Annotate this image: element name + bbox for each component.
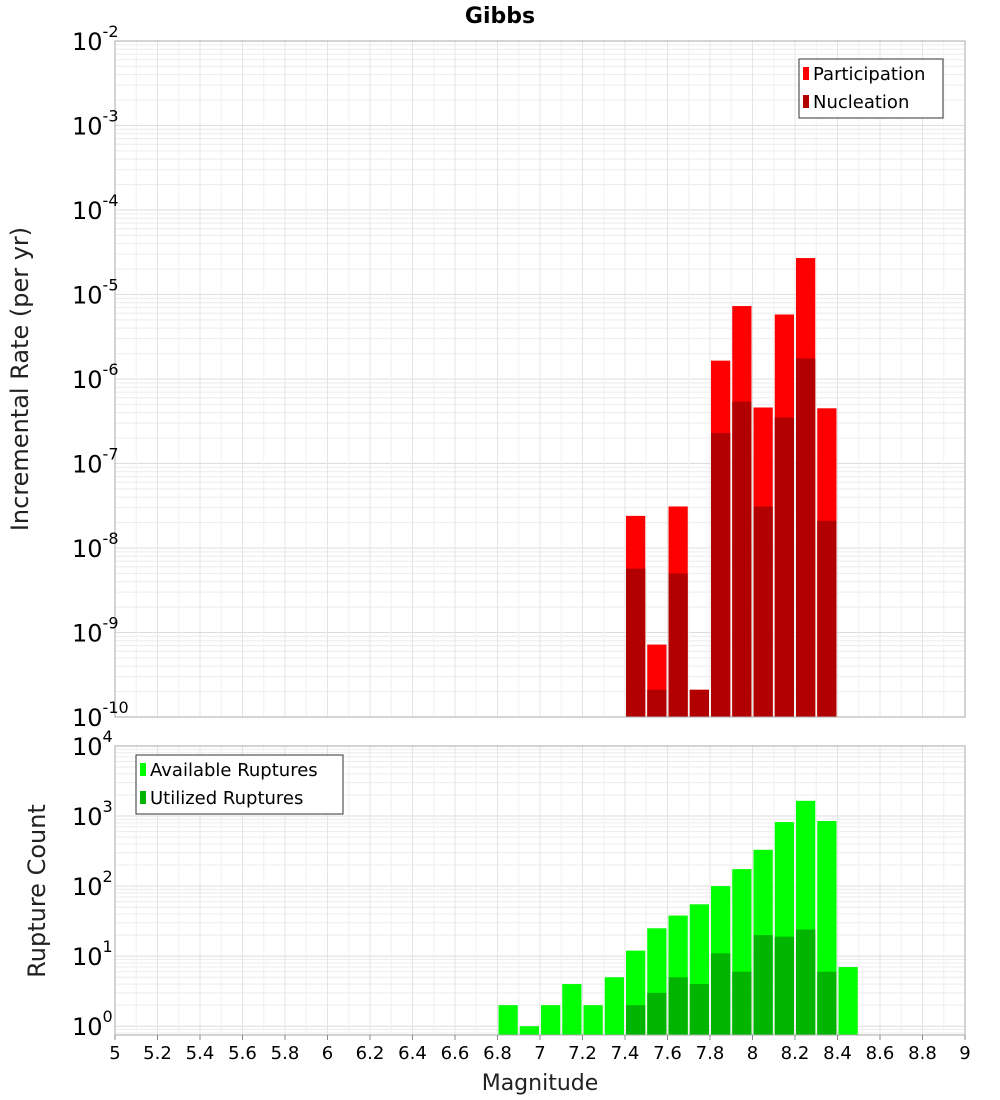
x-tick-label: 5.4 xyxy=(186,1043,215,1064)
x-tick-label: 6 xyxy=(322,1043,333,1064)
y-tick-label: 10-2 xyxy=(72,22,119,56)
bar-nucleation xyxy=(796,358,816,717)
top-y-ticks: 10-10 10-9 10-8 10-7 10-6 10-5 10-4 10-3 10-2 xyxy=(72,22,129,732)
y-tick-label: 10-9 xyxy=(72,614,119,648)
y-tick-label: 102 xyxy=(72,867,113,901)
x-tick-label: 5.8 xyxy=(271,1043,300,1064)
legend-label-participation: Participation xyxy=(813,64,925,85)
y-tick-label: 103 xyxy=(72,797,113,831)
bar-utilized-ruptures xyxy=(711,953,731,1035)
x-tick-label: 6.6 xyxy=(441,1043,470,1064)
bar-utilized-ruptures xyxy=(689,984,709,1035)
y-tick-label: 10-3 xyxy=(72,107,119,141)
x-tick-label: 8.8 xyxy=(908,1043,937,1064)
legend-swatch-available xyxy=(140,763,146,776)
x-tick-label: 6.4 xyxy=(398,1043,427,1064)
x-axis-label: Magnitude xyxy=(482,1071,599,1096)
bar-nucleation xyxy=(626,568,646,717)
bar-nucleation xyxy=(647,689,667,717)
bar-nucleation xyxy=(817,520,837,717)
y-tick-label: 10-7 xyxy=(72,445,119,479)
bar-nucleation xyxy=(732,401,752,717)
bar-nucleation xyxy=(753,506,773,717)
top-y-axis-label: Incremental Rate (per yr) xyxy=(6,227,34,531)
bar-utilized-ruptures xyxy=(753,935,773,1035)
bottom-legend: Available Ruptures Utilized Ruptures xyxy=(135,754,344,815)
y-tick-label: 10-10 xyxy=(72,698,129,732)
bar-utilized-ruptures xyxy=(732,971,752,1035)
y-tick-label: 104 xyxy=(72,727,113,761)
x-tick-label: 7.4 xyxy=(611,1043,640,1064)
bottom-y-axis-label: Rupture Count xyxy=(23,804,51,978)
bottom-chart-bars xyxy=(498,800,858,1035)
bar-nucleation xyxy=(774,417,794,717)
x-tick-label: 6.8 xyxy=(483,1043,512,1064)
x-tick-label: 7.8 xyxy=(696,1043,725,1064)
top-chart-bars xyxy=(626,258,837,717)
legend-swatch-nucleation xyxy=(803,95,809,108)
y-tick-label: 101 xyxy=(72,937,113,971)
x-tick-label: 8.2 xyxy=(781,1043,810,1064)
legend-swatch-utilized xyxy=(140,791,146,804)
x-tick-label: 9 xyxy=(959,1043,970,1064)
bar-nucleation xyxy=(668,573,688,717)
x-tick-label: 8 xyxy=(747,1043,758,1064)
bar-available-ruptures xyxy=(541,1005,561,1035)
bar-available-ruptures xyxy=(583,1005,603,1035)
bar-available-ruptures xyxy=(519,1026,539,1035)
y-tick-label: 10-4 xyxy=(72,191,119,225)
top-chart-grid xyxy=(114,41,966,718)
y-tick-label: 100 xyxy=(72,1007,113,1041)
bar-utilized-ruptures xyxy=(774,936,794,1035)
x-tick-label: 6.2 xyxy=(356,1043,385,1064)
legend-label-utilized: Utilized Ruptures xyxy=(150,788,303,809)
bar-available-ruptures xyxy=(838,967,858,1035)
bar-available-ruptures xyxy=(498,1005,518,1035)
top-legend: Participation Nucleation xyxy=(798,58,944,119)
bottom-y-ticks: 100 101 102 103 104 xyxy=(72,727,113,1041)
y-tick-label: 10-8 xyxy=(72,529,119,563)
x-tick-label: 5 xyxy=(109,1043,120,1064)
chart-title: Gibbs xyxy=(465,4,535,29)
x-tick-label: 5.6 xyxy=(228,1043,257,1064)
x-tick-label: 7.6 xyxy=(653,1043,682,1064)
legend-swatch-participation xyxy=(803,67,809,80)
y-tick-label: 10-5 xyxy=(72,276,119,310)
x-tick-label: 8.6 xyxy=(866,1043,895,1064)
bar-utilized-ruptures xyxy=(817,971,837,1035)
top-plot-frame xyxy=(114,40,966,718)
x-tick-label: 5.2 xyxy=(143,1043,172,1064)
legend-label-available: Available Ruptures xyxy=(150,760,318,781)
bar-utilized-ruptures xyxy=(668,977,688,1035)
bar-available-ruptures xyxy=(604,977,624,1035)
bar-nucleation xyxy=(711,432,731,717)
legend-label-nucleation: Nucleation xyxy=(813,92,909,113)
bar-utilized-ruptures xyxy=(647,992,667,1035)
bar-available-ruptures xyxy=(562,984,582,1035)
x-tick-label: 8.4 xyxy=(823,1043,852,1064)
y-tick-label: 10-6 xyxy=(72,360,119,394)
x-tick-label: 7.2 xyxy=(568,1043,597,1064)
x-ticks: 5 5.2 5.4 5.6 5.8 6 6.2 6.4 6.6 6.8 7 7.2 7.4 7.6 7.8 8… xyxy=(109,1035,971,1064)
bar-nucleation xyxy=(689,689,709,717)
bar-utilized-ruptures xyxy=(796,929,816,1035)
x-tick-label: 7 xyxy=(534,1043,545,1064)
bar-utilized-ruptures xyxy=(626,1005,646,1035)
